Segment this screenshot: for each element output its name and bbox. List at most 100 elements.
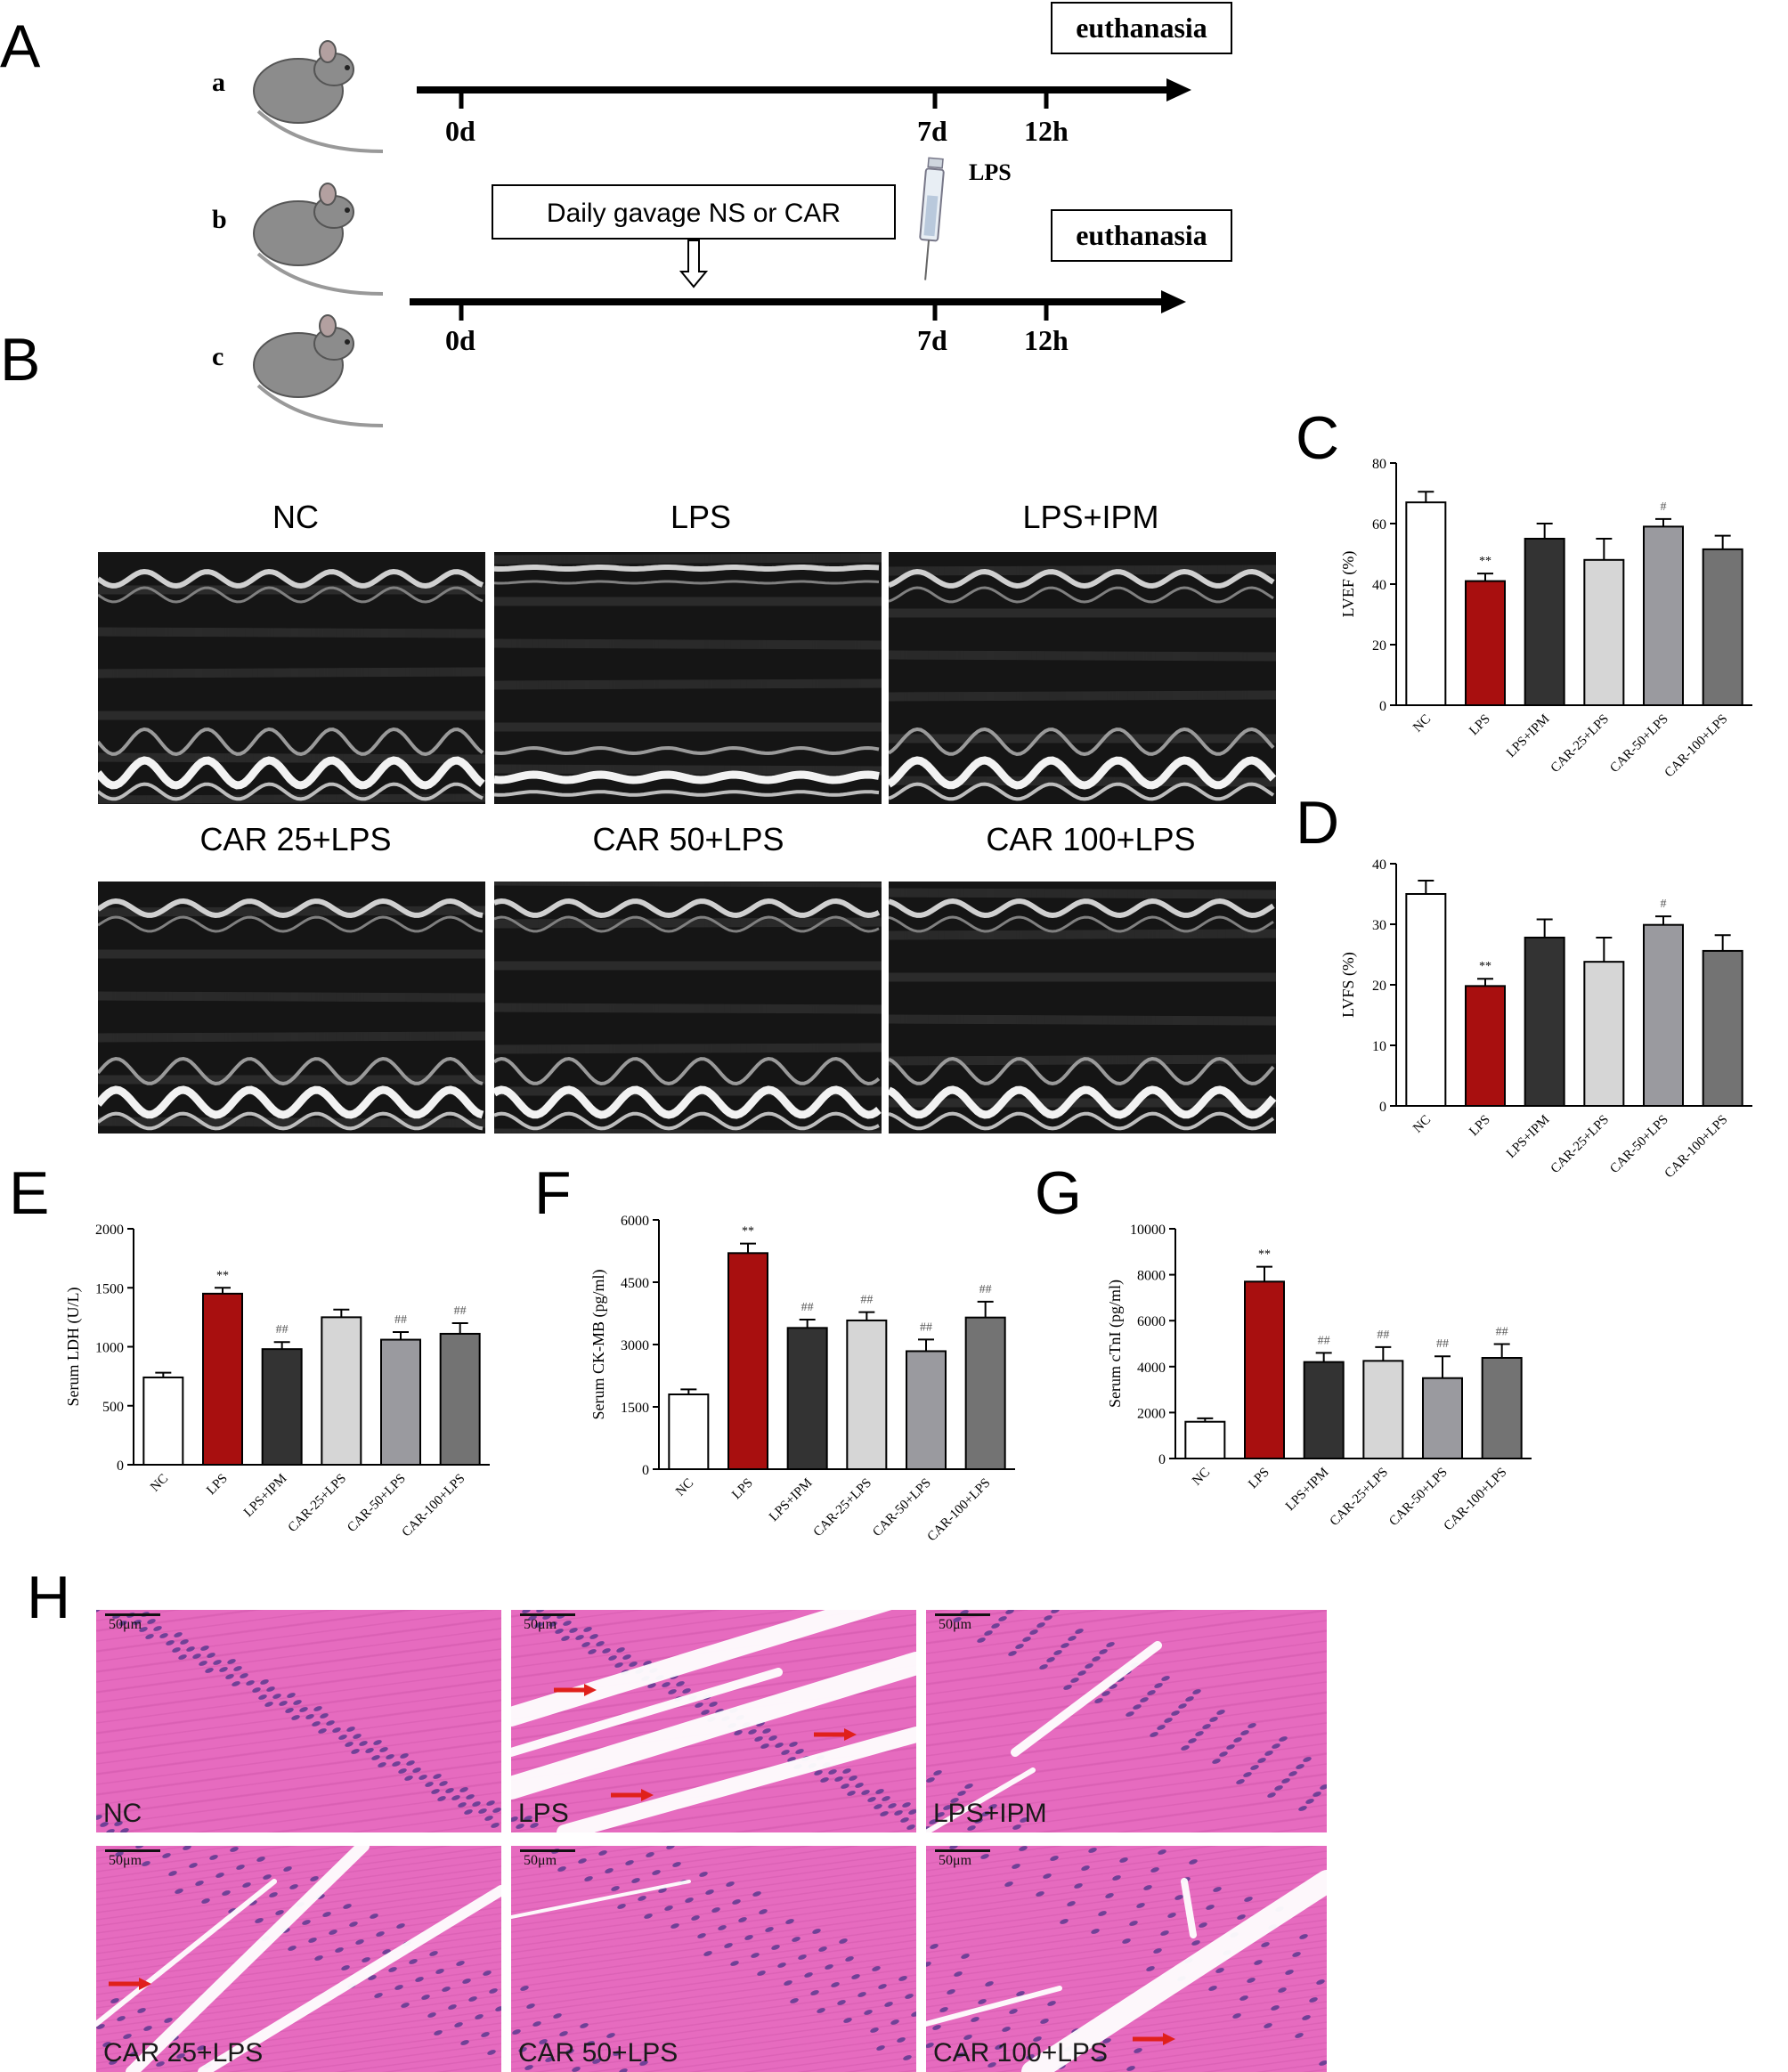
bar-lps [202,1292,243,1466]
x-tick-label: CAR-25+LPS [286,1472,350,1536]
echo-image-lps [494,552,882,804]
euthanasia-label: euthanasia [1076,12,1207,44]
euthanasia-box [1051,209,1232,262]
echo-label-car100: CAR 100+LPS [986,821,1196,857]
significance-mark: ## [454,1304,467,1318]
down-arrow-icon [679,240,709,288]
echo-image-nc [98,552,485,804]
echo-label-lps: LPS [670,499,732,535]
y-tick-label: 0 [642,1463,649,1478]
panel-label-c: C [1296,404,1340,472]
y-tick-label: 30 [1372,918,1386,933]
row-label-c: c [212,342,224,371]
y-tick-label: 3000 [621,1338,649,1353]
y-tick-label: 500 [102,1400,124,1415]
y-tick-label: 20 [1372,979,1386,994]
bar-car-25-lps [321,1316,362,1466]
y-tick-label: 2000 [1137,1406,1166,1421]
scale-bar [105,1613,160,1616]
echo-label-lps-ipm: LPS+IPM [1022,499,1159,535]
significance-mark: # [1661,500,1667,514]
bar-car-100-lps [439,1332,481,1466]
x-tick-label: CAR-25+LPS [811,1476,875,1540]
gavage-label: Daily gavage NS or CAR [547,199,841,228]
scale-bar-label: 50μm [524,1617,557,1632]
y-tick-label: 10000 [1130,1223,1166,1238]
scale-bar-label: 50μm [109,1617,142,1632]
y-tick-label: 0 [117,1459,124,1474]
bar-lps-ipm [786,1327,828,1470]
y-tick-label: 0 [1379,1100,1386,1115]
bar-car-25-lps [1583,961,1625,1107]
x-tick-label: CAR-100+LPS [400,1472,468,1540]
timeline-diagram: a b c 0d 7d 12h euthanasia Daily gavage … [212,2,1232,427]
x-tick-label: CAR-25+LPS [1548,1113,1613,1177]
histology-label: CAR 25+LPS [103,2038,264,2068]
scale-bar-label: 50μm [524,1853,557,1868]
bar-lps-ipm [1524,538,1565,706]
y-tick-label: 1000 [95,1341,124,1356]
bar-lps-ipm [261,1348,303,1466]
y-axis-label: Serum CK-MB (pg/ml) [589,1269,608,1419]
y-tick-label: 8000 [1137,1269,1166,1284]
significance-mark: ## [801,1301,814,1314]
bar-car-25-lps [1583,558,1625,706]
scale-bar [520,1613,575,1616]
bar-nc [1405,501,1447,706]
bar-car-50-lps [380,1338,421,1466]
bar-car-100-lps [1481,1356,1523,1459]
chart-lvef: 0 20 40 60 80 LVEF (%) NC ** LPS LPS+IPMCAR-25+LP… [1339,457,1752,780]
x-tick-label: LPS+IPM [767,1476,815,1524]
x-tick-label: LPS [729,1476,756,1503]
x-tick-label: LPS+IPM [1504,1113,1552,1161]
tick-label-0d: 0d [445,115,475,147]
panel-label-a: A [0,12,41,80]
histology-label: LPS [518,1799,569,1828]
lps-injection-label: LPS [969,159,1012,185]
bar-nc [668,1394,710,1470]
significance-mark: ** [1258,1248,1271,1262]
significance-mark: ## [1318,1334,1330,1347]
y-axis-label: Serum cTnI (pg/ml) [1106,1280,1125,1408]
lesion-arrow-icon [109,1978,151,1990]
significance-mark: ## [1377,1329,1389,1342]
arrow-head-icon [1166,78,1191,102]
histology-label: LPS+IPM [933,1799,1047,1828]
tick-label-7d: 7d [917,324,947,356]
bar-car-50-lps [906,1350,947,1470]
y-tick-label: 4500 [621,1276,649,1291]
panel-label-h: H [27,1564,71,1631]
bar-car-100-lps [1702,548,1743,707]
significance-mark: ** [742,1225,754,1239]
bar-car-100-lps [1702,949,1743,1107]
x-tick-label: CAR-25+LPS [1328,1466,1392,1530]
y-tick-label: 1500 [621,1401,649,1416]
echo-label-car50: CAR 50+LPS [592,821,784,857]
syringe-icon [919,157,945,280]
significance-mark: ## [860,1294,873,1307]
x-tick-label: CAR-100+LPS [925,1476,994,1545]
echo-label-nc: NC [272,499,319,535]
tick-label-12h: 12h [1024,324,1069,356]
histology-label: CAR 50+LPS [518,2038,679,2068]
histology-image-car-25-lps: 50μm CAR 25+LPS [96,1846,501,2072]
histology-image-car-100-lps: 50μm CAR 100+LPS [926,1846,1327,2072]
x-tick-label: NC [1410,712,1434,735]
y-tick-label: 60 [1372,517,1386,532]
y-tick-label: 0 [1158,1452,1166,1467]
row-label-b: b [212,205,227,234]
x-tick-label: CAR-100+LPS [1662,1113,1731,1182]
histology-label: CAR 100+LPS [933,2038,1108,2068]
y-tick-label: 2000 [95,1223,124,1238]
x-tick-label: CAR-50+LPS [870,1476,934,1540]
significance-mark: ## [920,1320,932,1334]
y-axis-label: LVEF (%) [1339,551,1358,618]
bar-car-50-lps [1643,525,1684,707]
significance-mark: ## [394,1313,407,1327]
y-tick-label: 6000 [621,1214,649,1229]
lesion-arrow-icon [814,1728,857,1741]
x-tick-label: NC [673,1476,696,1499]
chart-ctni: 0 2000 4000 6000 8000 10000 Serum cTnI (pg/ml)… [1106,1223,1532,1533]
lesion-arrow-icon [1133,2033,1175,2045]
scale-bar-label: 50μm [109,1853,142,1868]
